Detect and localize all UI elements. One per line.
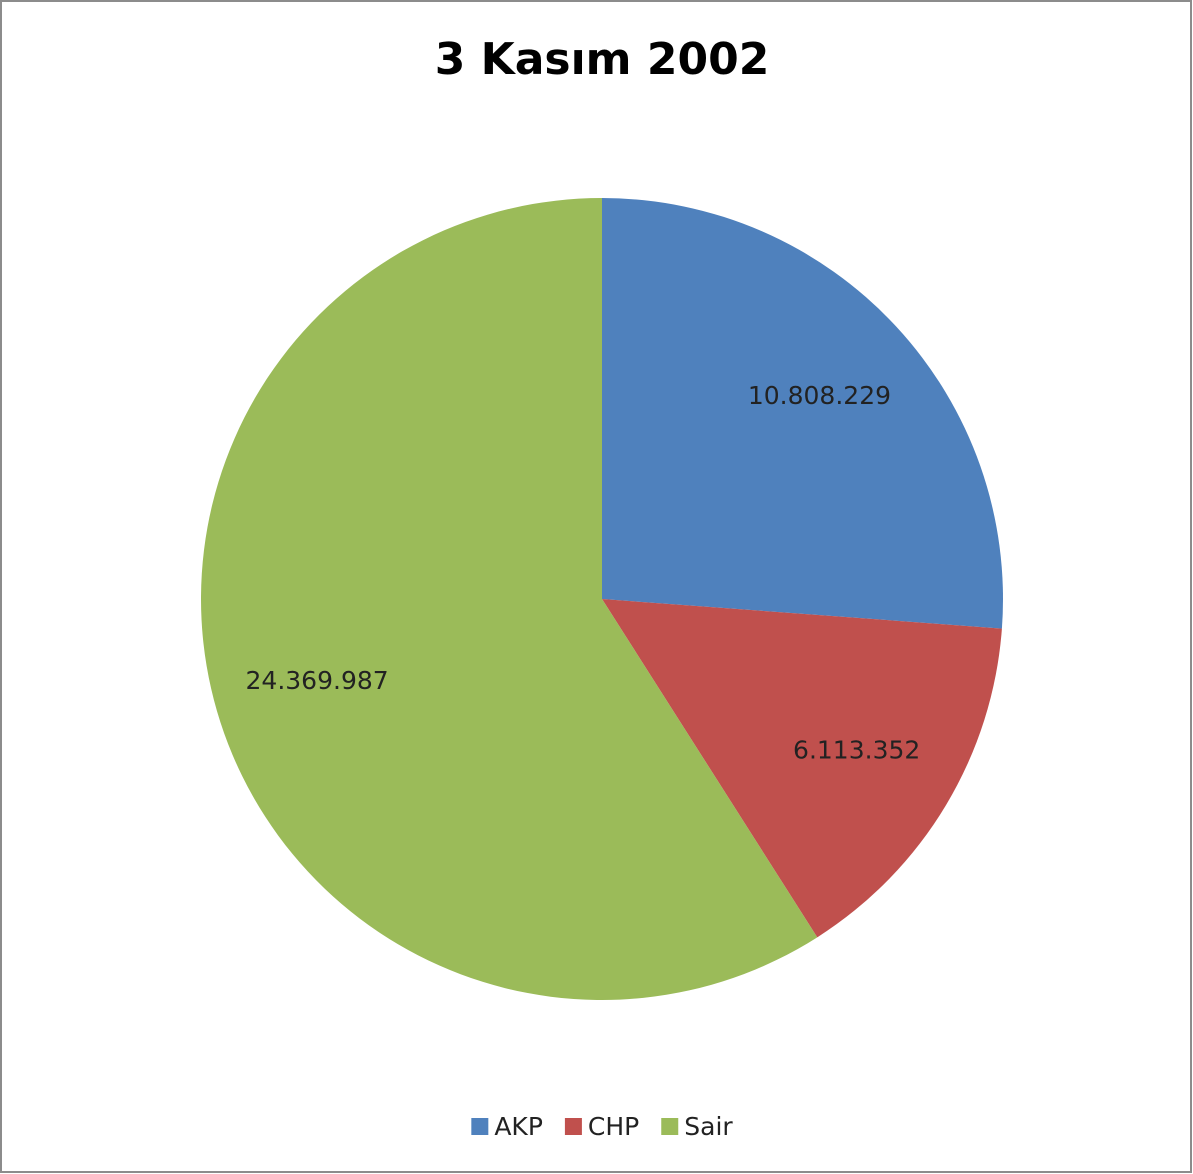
pie-slice: [602, 599, 1002, 938]
data-label: 6.113.352: [793, 735, 920, 764]
legend-label: CHP: [588, 1112, 639, 1141]
legend-swatch: [471, 1118, 489, 1135]
legend-label: AKP: [494, 1112, 543, 1141]
data-label: 24.369.987: [246, 666, 389, 695]
chart-title: 3 Kasım 2002: [435, 34, 770, 85]
legend-swatch: [564, 1118, 582, 1135]
pie-slice: [602, 198, 1003, 629]
data-label: 10.808.229: [748, 381, 891, 410]
legend-label: Sair: [684, 1112, 733, 1141]
pie-slice: [201, 198, 818, 1001]
legend-swatch: [661, 1118, 679, 1135]
